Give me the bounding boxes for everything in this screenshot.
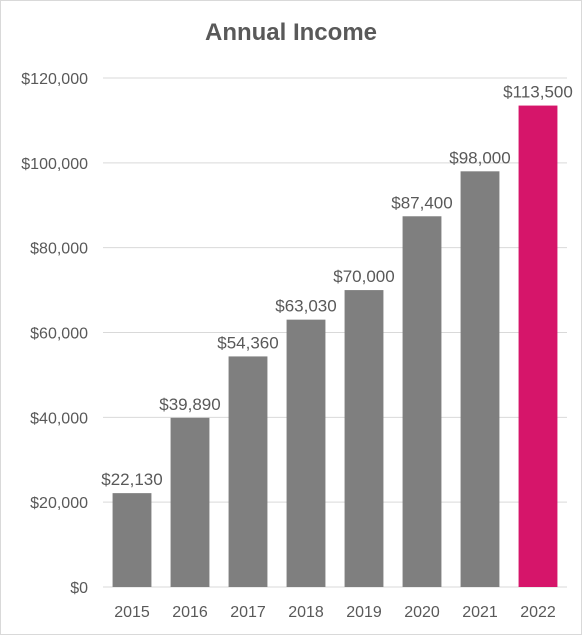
bar-2015 [112,493,152,587]
bar-2020 [402,216,442,588]
bar-2018 [286,319,326,587]
x-tick-label: 2021 [462,604,498,621]
bar-2016 [170,417,210,587]
data-label-2019: $70,000 [333,267,394,286]
x-tick-label: 2019 [346,604,382,621]
data-label-2018: $63,030 [275,297,336,316]
data-label-2022: $113,500 [503,83,573,102]
bar-2022 [518,105,558,587]
data-label-2016: $39,890 [159,395,220,414]
x-tick-label: 2018 [288,604,324,621]
y-tick-label: $40,000 [30,410,88,427]
bar-2017 [228,356,268,587]
bar-2019 [344,290,384,587]
chart-title: Annual Income [204,19,378,46]
x-tick-label: 2015 [114,604,150,621]
data-label-2015: $22,130 [101,470,162,489]
y-tick-label: $80,000 [30,241,88,258]
y-tick-label: $120,000 [21,71,88,88]
bar-2021 [460,171,500,588]
y-tick-label: $60,000 [30,326,88,343]
data-label-2020: $87,400 [391,193,452,212]
x-tick-label: 2017 [230,604,266,621]
y-tick-label: $100,000 [21,156,88,173]
x-tick-label: 2016 [172,604,208,621]
data-label-2017: $54,360 [217,333,278,352]
x-tick-label: 2022 [520,604,556,621]
y-tick-label: $20,000 [30,495,88,512]
x-tick-label: 2020 [404,604,440,621]
data-label-2021: $98,000 [449,148,510,167]
y-tick-label: $0 [70,580,88,597]
